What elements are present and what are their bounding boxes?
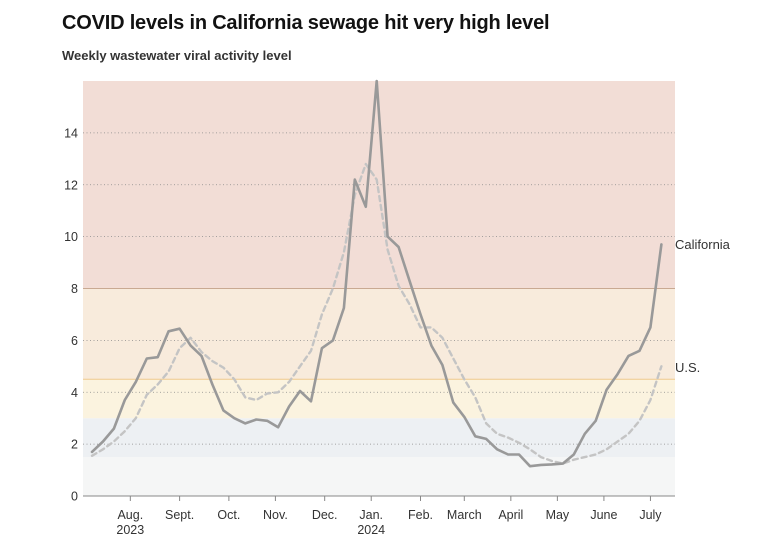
x-tick-label: Aug. (117, 508, 143, 522)
y-tick-label: 14 (64, 126, 78, 140)
x-tick-label: Oct. (217, 508, 240, 522)
x-tick-label: Feb. (408, 508, 433, 522)
x-tick-label: Dec. (312, 508, 338, 522)
us-series-label: U.S. (675, 360, 700, 375)
california-series-line (90, 79, 663, 468)
series-lines (90, 79, 663, 468)
level-band-0 (83, 457, 675, 496)
california-series-label: California (675, 237, 731, 252)
x-tick-label: June (590, 508, 617, 522)
y-tick-label: 6 (71, 334, 78, 348)
series-labels: California U.S. (675, 237, 731, 375)
x-tick-label: March (447, 508, 482, 522)
x-tick-label: April (498, 508, 523, 522)
x-tick-year-label: 2024 (357, 523, 385, 537)
y-tick-label: 4 (71, 386, 78, 400)
chart-title: COVID levels in California sewage hit ve… (62, 12, 550, 34)
chart-subtitle: Weekly wastewater viral activity level (62, 48, 292, 63)
y-axis-ticks: 0 2 4 6 8 10 12 14 (64, 126, 78, 503)
x-tick-label: Jan. (359, 508, 383, 522)
y-tick-label: 0 (71, 490, 78, 504)
x-axis-ticks: Aug.2023 Sept. Oct. Nov. Dec. Jan.2024 Feb. Mar… (116, 496, 662, 537)
x-tick-label: Sept. (165, 508, 194, 522)
x-tick-label: July (639, 508, 662, 522)
level-band-2 (83, 379, 675, 419)
y-tick-label: 8 (71, 282, 78, 296)
x-tick-label: Nov. (263, 508, 288, 522)
threshold-lines (83, 288, 675, 380)
level-band-1 (83, 418, 675, 458)
x-tick-year-label: 2023 (116, 523, 144, 537)
y-tick-label: 12 (64, 178, 78, 192)
x-tick-label: May (546, 508, 570, 522)
y-tick-label: 10 (64, 230, 78, 244)
y-tick-label: 2 (71, 438, 78, 452)
